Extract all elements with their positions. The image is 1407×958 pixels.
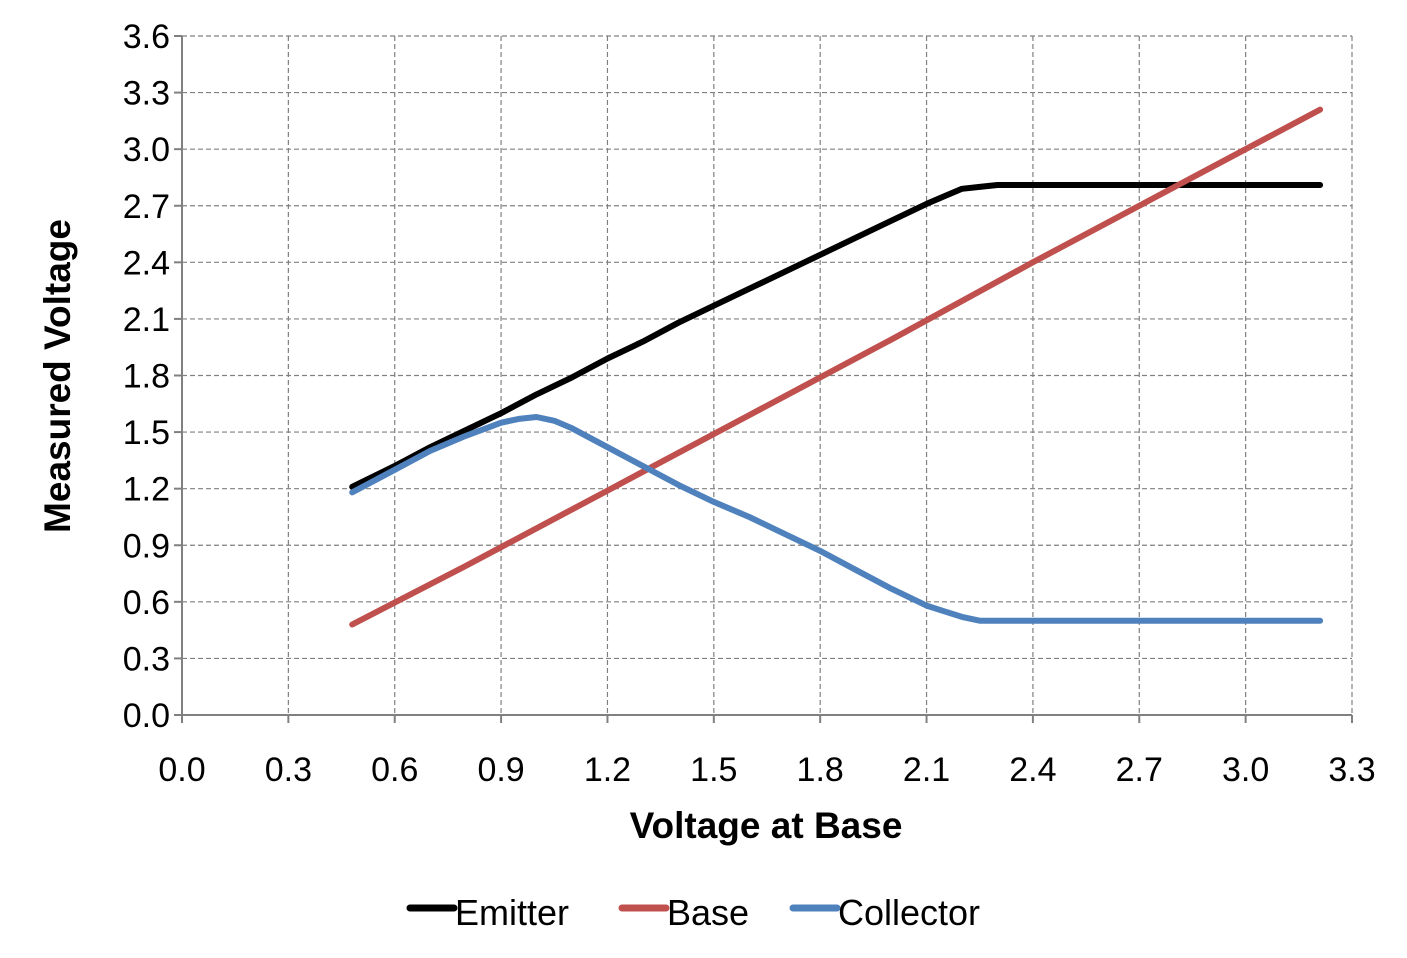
x-tick-label: 2.1 <box>903 751 950 789</box>
y-tick-label: 0.3 <box>123 640 170 678</box>
gridlines <box>182 35 1353 715</box>
legend-label: Emitter <box>455 892 569 933</box>
x-tick-label: 0.6 <box>371 751 418 789</box>
x-tick-label: 1.8 <box>797 751 844 789</box>
y-tick-label: 3.0 <box>123 131 170 169</box>
x-tick-label: 1.5 <box>690 751 737 789</box>
tick-labels: 0.0 0.3 0.6 0.9 1.2 1.5 1.8 2.1 2.4 2.7 3.0 3.3 3.6 0… <box>123 18 1376 789</box>
series-lines <box>349 106 1324 628</box>
y-tick-label: 0.9 <box>123 527 170 565</box>
x-tick-label: 2.7 <box>1116 751 1163 789</box>
legend-label: Collector <box>838 892 980 933</box>
x-axis-title: Voltage at Base <box>630 805 903 846</box>
x-tick-label: 3.3 <box>1328 751 1375 789</box>
x-tick-label: 0.9 <box>477 751 524 789</box>
y-tick-label: 2.4 <box>123 244 170 282</box>
legend: Emitter Base Collector <box>406 892 980 933</box>
legend-item-collector: Collector <box>789 892 980 933</box>
x-tick-label: 3.0 <box>1222 751 1269 789</box>
y-tick-label: 3.3 <box>123 75 170 113</box>
legend-item-emitter: Emitter <box>406 892 569 933</box>
y-tick-label: 3.6 <box>123 18 170 56</box>
series-line-base <box>349 106 1324 628</box>
y-axis-title: Measured Voltage <box>37 219 78 533</box>
y-tick-label: 1.2 <box>123 471 170 509</box>
x-tick-label: 0.0 <box>158 751 205 789</box>
x-tick-label: 2.4 <box>1009 751 1056 789</box>
y-tick-label: 1.5 <box>123 414 170 452</box>
y-tick-label: 1.8 <box>123 358 170 396</box>
series-line-collector <box>349 414 1324 624</box>
y-tick-label: 0.6 <box>123 584 170 622</box>
legend-item-base: Base <box>618 892 749 933</box>
y-tick-label: 0.0 <box>123 697 170 735</box>
legend-label: Base <box>667 892 749 933</box>
axes <box>174 35 1353 723</box>
x-tick-label: 0.3 <box>265 751 312 789</box>
x-tick-label: 1.2 <box>584 751 631 789</box>
series-line-emitter <box>349 182 1324 490</box>
y-tick-label: 2.1 <box>123 301 170 339</box>
y-tick-label: 2.7 <box>123 188 170 226</box>
